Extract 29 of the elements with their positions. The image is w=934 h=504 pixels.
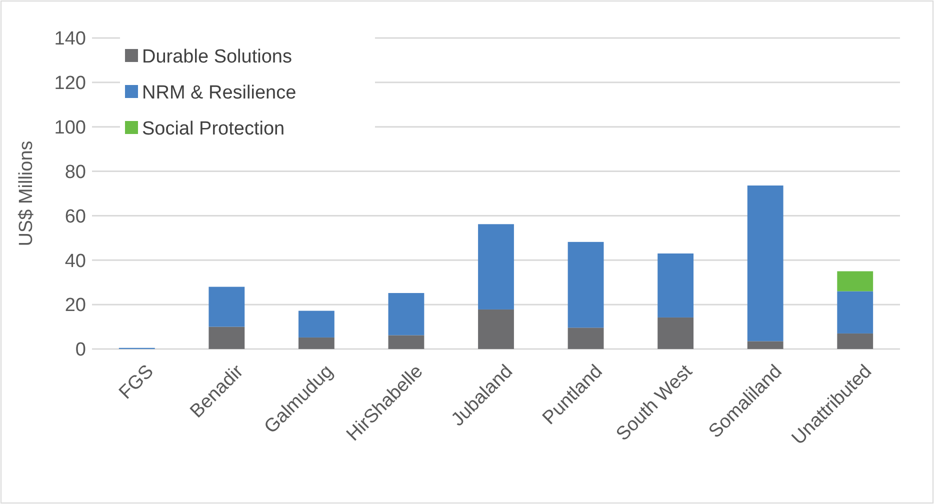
bar [747,341,784,349]
y-tick-label: 40 [64,250,86,272]
legend-label: NRM & Resilience [142,82,296,104]
bar [388,335,424,349]
bar [658,253,694,318]
y-tick-label: 60 [64,206,86,228]
bar [658,317,694,349]
bar [298,310,334,338]
legend-label: Durable Solutions [142,46,292,68]
bar [298,337,334,349]
legend-label: Social Protection [142,118,285,140]
y-tick-label: 140 [54,28,86,50]
y-tick-label: 0 [75,340,86,361]
y-tick-label: 100 [54,118,86,139]
bar [208,286,245,327]
bar [478,224,514,310]
bar [747,186,784,342]
y-tick-label: 120 [54,73,86,94]
bar [837,333,874,349]
bar [388,293,424,336]
bar [837,271,874,292]
bar [478,309,514,349]
bar [837,291,874,334]
y-tick-label: 20 [64,295,86,316]
bar [208,326,245,349]
y-axis-title: US$ Millions [16,140,37,246]
bar [568,328,604,349]
y-tick-label: 80 [64,162,86,183]
bar [568,242,604,328]
